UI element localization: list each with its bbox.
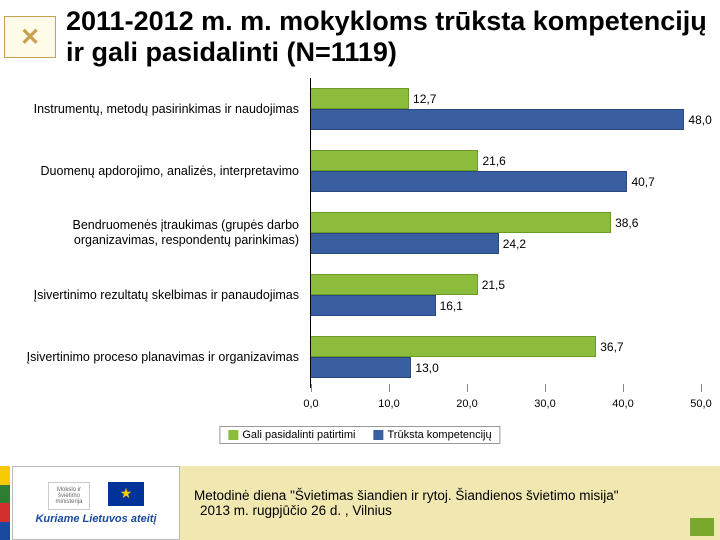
x-tick bbox=[389, 384, 390, 392]
x-tick-label: 10,0 bbox=[378, 398, 399, 410]
flag-segment bbox=[0, 522, 10, 540]
page-title: 2011-2012 m. m. mokykloms trūksta kompet… bbox=[66, 6, 716, 68]
flag-stripe bbox=[0, 466, 10, 540]
footer-banner: Metodinė diena "Švietimas šiandien ir ry… bbox=[180, 466, 720, 540]
x-tick bbox=[545, 384, 546, 392]
x-tick bbox=[623, 384, 624, 392]
category-label: Instrumentų, metodų pasirinkimas ir naud… bbox=[10, 78, 305, 140]
x-tick-label: 50,0 bbox=[690, 398, 711, 410]
category-label: Duomenų apdorojimo, analizės, interpreta… bbox=[10, 140, 305, 202]
flag-segment bbox=[0, 485, 10, 504]
logo-icon: ✕ bbox=[4, 16, 56, 58]
corner-accent bbox=[690, 518, 714, 536]
competency-chart: Instrumentų, metodų pasirinkimas ir naud… bbox=[10, 78, 710, 448]
x-tick-label: 0,0 bbox=[303, 398, 318, 410]
category-label: Įsivertinimo rezultatų skelbimas ir pana… bbox=[10, 264, 305, 326]
flag-segment bbox=[0, 466, 10, 485]
x-tick-label: 30,0 bbox=[534, 398, 555, 410]
legend-label-b: Trūksta kompetencijų bbox=[387, 429, 491, 441]
ministry-logo: Mokslo ir švietimoministerija bbox=[48, 482, 90, 510]
x-tick-label: 40,0 bbox=[612, 398, 633, 410]
sponsor-box: Mokslo ir švietimoministerija ★ Kuriame … bbox=[12, 466, 180, 540]
category-label: Bendruomenės įtraukimas (grupės darbo or… bbox=[10, 202, 305, 264]
plot-area: 0,010,020,030,040,050,0 bbox=[310, 78, 700, 388]
category-label: Įsivertinimo proceso planavimas ir organ… bbox=[10, 326, 305, 388]
legend-label-a: Gali pasidalinti patirtimi bbox=[242, 429, 355, 441]
x-tick bbox=[311, 384, 312, 392]
x-tick bbox=[701, 384, 702, 392]
footer: Mokslo ir švietimoministerija ★ Kuriame … bbox=[0, 466, 720, 540]
sponsor-tagline: Kuriame Lietuvos ateitį bbox=[35, 513, 156, 525]
legend: Gali pasidalinti patirtimi Trūksta kompe… bbox=[219, 426, 500, 444]
x-tick-label: 20,0 bbox=[456, 398, 477, 410]
legend-item-b: Trūksta kompetencijų bbox=[373, 429, 491, 441]
eu-flag-icon: ★ bbox=[108, 482, 144, 506]
legend-item-a: Gali pasidalinti patirtimi bbox=[228, 429, 355, 441]
footer-line1: Metodinė diena "Švietimas šiandien ir ry… bbox=[194, 488, 706, 503]
flag-segment bbox=[0, 503, 10, 522]
x-tick bbox=[467, 384, 468, 392]
footer-line2: 2013 m. rugpjūčio 26 d. , Vilnius bbox=[194, 503, 706, 518]
